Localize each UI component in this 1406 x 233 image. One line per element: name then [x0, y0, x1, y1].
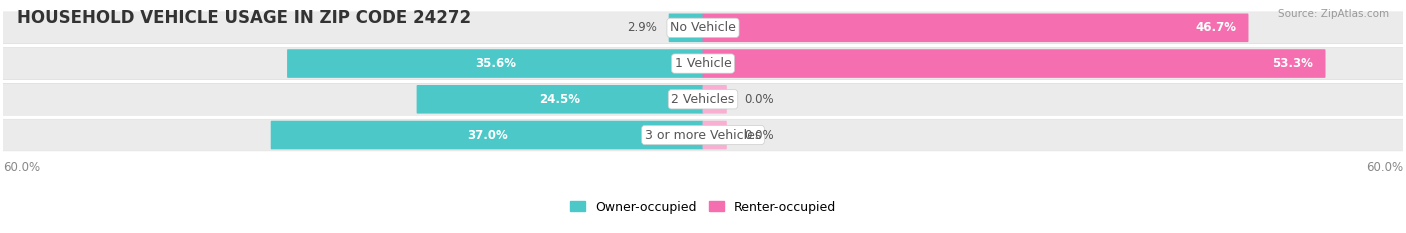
FancyBboxPatch shape [1, 84, 1405, 115]
Legend: Owner-occupied, Renter-occupied: Owner-occupied, Renter-occupied [565, 195, 841, 219]
FancyBboxPatch shape [1, 48, 704, 79]
Text: 2 Vehicles: 2 Vehicles [672, 93, 734, 106]
Text: 0.0%: 0.0% [744, 129, 773, 141]
Text: 60.0%: 60.0% [1367, 161, 1403, 174]
FancyBboxPatch shape [1, 48, 1405, 79]
Text: 37.0%: 37.0% [467, 129, 508, 141]
FancyBboxPatch shape [702, 48, 1405, 79]
Text: 24.5%: 24.5% [540, 93, 581, 106]
FancyBboxPatch shape [1, 12, 1405, 44]
FancyBboxPatch shape [702, 12, 1405, 44]
FancyBboxPatch shape [416, 85, 703, 114]
FancyBboxPatch shape [702, 119, 1405, 151]
Text: Source: ZipAtlas.com: Source: ZipAtlas.com [1278, 9, 1389, 19]
FancyBboxPatch shape [1, 12, 704, 44]
Text: 35.6%: 35.6% [475, 57, 516, 70]
Text: 60.0%: 60.0% [3, 161, 39, 174]
FancyBboxPatch shape [703, 85, 727, 114]
FancyBboxPatch shape [703, 49, 1326, 78]
Text: No Vehicle: No Vehicle [671, 21, 735, 34]
FancyBboxPatch shape [287, 49, 703, 78]
FancyBboxPatch shape [1, 84, 704, 115]
FancyBboxPatch shape [669, 14, 703, 42]
Text: 53.3%: 53.3% [1272, 57, 1313, 70]
FancyBboxPatch shape [702, 84, 1405, 115]
FancyBboxPatch shape [703, 14, 1249, 42]
Text: 1 Vehicle: 1 Vehicle [675, 57, 731, 70]
Text: 46.7%: 46.7% [1195, 21, 1236, 34]
Text: 3 or more Vehicles: 3 or more Vehicles [645, 129, 761, 141]
Text: 2.9%: 2.9% [627, 21, 658, 34]
FancyBboxPatch shape [703, 121, 727, 149]
Text: 0.0%: 0.0% [744, 93, 773, 106]
FancyBboxPatch shape [271, 121, 703, 149]
FancyBboxPatch shape [1, 119, 704, 151]
FancyBboxPatch shape [1, 119, 1405, 151]
Text: HOUSEHOLD VEHICLE USAGE IN ZIP CODE 24272: HOUSEHOLD VEHICLE USAGE IN ZIP CODE 2427… [17, 9, 471, 27]
